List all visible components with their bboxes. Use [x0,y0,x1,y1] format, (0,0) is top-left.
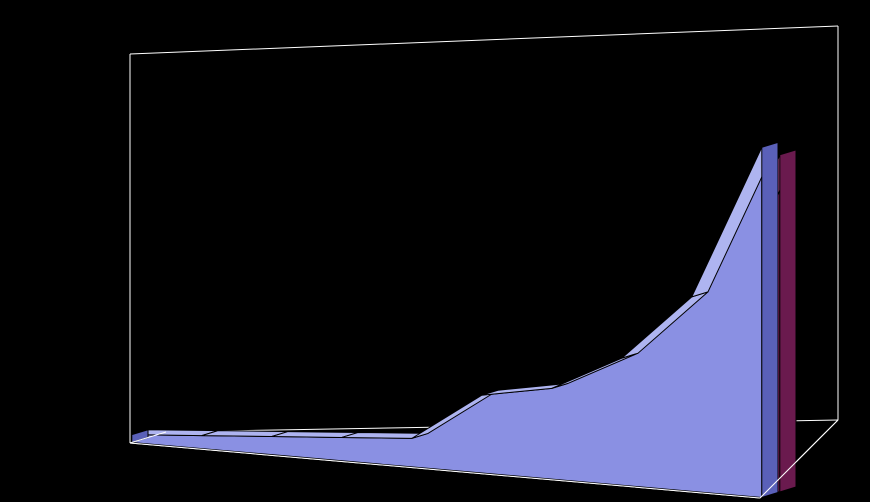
series-a-right-cap [762,142,778,497]
series-b-right-cap [780,150,796,492]
area-3d-chart [0,0,870,502]
